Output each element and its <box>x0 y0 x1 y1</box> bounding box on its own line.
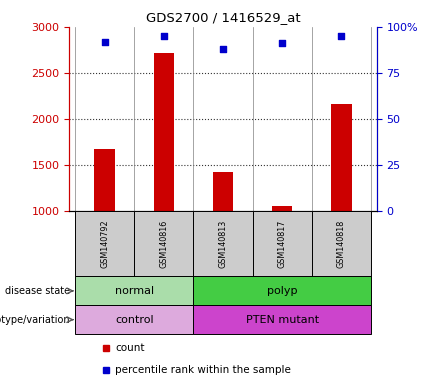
Text: GSM140817: GSM140817 <box>278 220 287 268</box>
Text: GSM140792: GSM140792 <box>100 220 109 268</box>
Text: disease state: disease state <box>5 286 71 296</box>
Bar <box>213 172 233 211</box>
Text: GSM140816: GSM140816 <box>159 220 168 268</box>
Bar <box>75 276 194 305</box>
Text: count: count <box>115 343 145 353</box>
Bar <box>134 211 194 276</box>
Bar <box>312 211 371 276</box>
Bar <box>331 104 352 211</box>
Point <box>279 40 286 46</box>
Point <box>160 33 167 39</box>
Bar <box>252 211 312 276</box>
Point <box>220 46 226 52</box>
Point <box>338 33 345 39</box>
Text: GSM140813: GSM140813 <box>219 220 227 268</box>
Bar <box>194 305 371 334</box>
Bar <box>94 149 115 211</box>
Bar <box>154 53 174 211</box>
Bar <box>194 276 371 305</box>
Text: PTEN mutant: PTEN mutant <box>246 314 319 325</box>
Bar <box>75 211 134 276</box>
Text: control: control <box>115 314 154 325</box>
Bar <box>272 206 292 211</box>
Point <box>101 38 108 45</box>
Text: normal: normal <box>115 286 154 296</box>
Bar <box>75 305 194 334</box>
Text: GSM140818: GSM140818 <box>337 220 346 268</box>
Title: GDS2700 / 1416529_at: GDS2700 / 1416529_at <box>145 11 301 24</box>
Bar <box>194 211 252 276</box>
Text: polyp: polyp <box>267 286 297 296</box>
Text: genotype/variation: genotype/variation <box>0 314 71 325</box>
Text: percentile rank within the sample: percentile rank within the sample <box>115 365 291 375</box>
